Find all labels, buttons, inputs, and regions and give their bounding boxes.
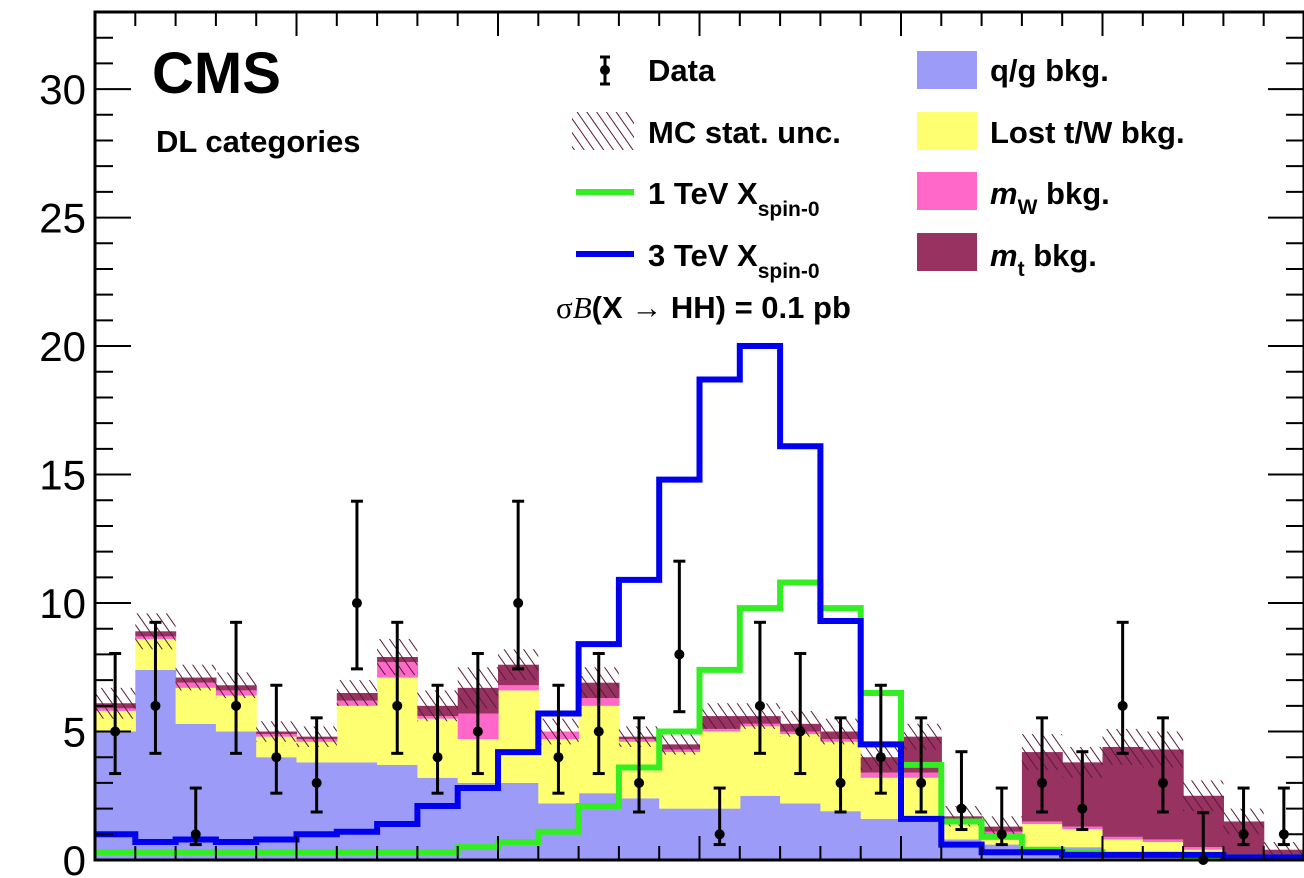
- data-point: [1157, 777, 1168, 788]
- legend-mt-label: mt bkg.: [990, 238, 1097, 281]
- legend-mw-label: mW bkg.: [990, 176, 1110, 219]
- y-tick-label: 30: [39, 66, 86, 113]
- data-point: [1077, 803, 1088, 814]
- qg-bar: [498, 782, 539, 860]
- data-point: [472, 726, 483, 737]
- data-point: [271, 752, 282, 763]
- category-label: DL categories: [156, 124, 360, 159]
- data-point: [1037, 777, 1048, 788]
- qg-bar: [780, 803, 821, 860]
- legend-qg-label: q/g bkg.: [990, 53, 1109, 88]
- lost-tw-bar: [498, 690, 539, 783]
- legend-data-label: Data: [648, 53, 716, 88]
- hatch-swatch-icon: [572, 112, 634, 150]
- qg-bar: [860, 818, 902, 860]
- qg-bar: [820, 811, 862, 860]
- legend-xsec: σB(X → HH) = 0.1 pb: [556, 290, 851, 325]
- data-points: [109, 499, 1290, 865]
- data-point: [714, 829, 725, 840]
- qg-bar: [901, 818, 942, 860]
- y-tick-label: 5: [63, 709, 86, 756]
- data-point: [351, 598, 362, 609]
- legend-qg: q/g bkg.: [917, 51, 1109, 89]
- data-point: [1117, 700, 1128, 711]
- mw-bar: [1102, 836, 1144, 840]
- legend-lost-label: Lost t/W bkg.: [990, 115, 1185, 150]
- data-point: [996, 829, 1007, 840]
- lost-tw-bar: [336, 705, 378, 763]
- data-point: [553, 752, 564, 763]
- data-point: [634, 777, 645, 788]
- legend-sig1-label: 1 TeV Xspin-0: [648, 176, 820, 221]
- data-point: [231, 700, 242, 711]
- legend-mc-unc: MC stat. unc.: [572, 112, 841, 150]
- y-tick-label: 20: [39, 323, 86, 370]
- y-axis-tick-labels: 0 5 10 15 20 25 30: [39, 66, 86, 878]
- data-point: [311, 777, 322, 788]
- data-point: [795, 726, 806, 737]
- data-point: [150, 700, 161, 711]
- data-point: [835, 777, 846, 788]
- mt-swatch-icon: [917, 233, 977, 271]
- legend-sig3: 3 TeV Xspin-0: [576, 238, 820, 283]
- data-point: [1238, 829, 1249, 840]
- y-tick-label: 15: [39, 452, 86, 499]
- mw-bar: [699, 728, 741, 732]
- lost-tw-bar: [1021, 824, 1063, 848]
- data-point: [956, 803, 967, 814]
- data-point: [754, 700, 765, 711]
- data-point: [593, 726, 604, 737]
- mw-bar: [1021, 821, 1063, 825]
- data-point: [1278, 829, 1289, 840]
- lost-tw-bar: [941, 824, 983, 840]
- data-point: [432, 752, 443, 763]
- qg-bar: [336, 762, 378, 860]
- mw-bar: [1142, 839, 1184, 843]
- lost-tw-bar: [1102, 839, 1144, 853]
- legend-mw: mW bkg.: [917, 172, 1110, 219]
- mc-unc-band: [699, 703, 740, 729]
- data-marker-dot: [600, 65, 610, 75]
- qg-bar: [659, 808, 701, 860]
- data-point: [916, 777, 927, 788]
- mw-swatch-icon: [917, 172, 977, 210]
- lost-tw-bar: [1142, 842, 1184, 853]
- lost-swatch-icon: [917, 112, 977, 150]
- lost-tw-bar: [1062, 829, 1104, 848]
- qg-bar: [377, 764, 418, 860]
- axis-ticks: [94, 11, 1304, 861]
- data-point: [190, 829, 201, 840]
- mc-unc-band: [336, 680, 378, 706]
- legend-data: Data: [600, 53, 716, 88]
- y-tick-label: 10: [39, 580, 86, 627]
- data-point: [392, 700, 403, 711]
- legend-sig3-label: 3 TeV Xspin-0: [648, 238, 820, 283]
- legend-lost: Lost t/W bkg.: [917, 112, 1185, 150]
- mw-bar: [498, 685, 539, 691]
- lost-tw-bar: [175, 687, 217, 724]
- qg-swatch-icon: [917, 51, 977, 89]
- y-tick-label: 0: [63, 837, 86, 878]
- lost-tw-bar: [659, 752, 701, 809]
- data-point: [674, 649, 685, 660]
- legend-mc-unc-label: MC stat. unc.: [648, 115, 841, 150]
- legend-sig1: 1 TeV Xspin-0: [576, 176, 820, 221]
- experiment-label: CMS: [152, 41, 281, 106]
- mc-unc-band: [1183, 780, 1224, 812]
- mc-unc-band: [1263, 842, 1304, 858]
- legend-mt: mt bkg.: [917, 233, 1097, 281]
- data-point: [875, 752, 886, 763]
- data-point: [513, 598, 524, 609]
- mc-unc-band: [659, 734, 700, 755]
- legend: Data MC stat. unc. 1 TeV Xspin-0 3 TeV X…: [556, 51, 1185, 325]
- mc-unc-band: [175, 664, 216, 691]
- qg-bar: [739, 795, 781, 860]
- cross-section-label: σB(X → HH) = 0.1 pb: [556, 290, 851, 325]
- y-tick-label: 25: [39, 195, 86, 242]
